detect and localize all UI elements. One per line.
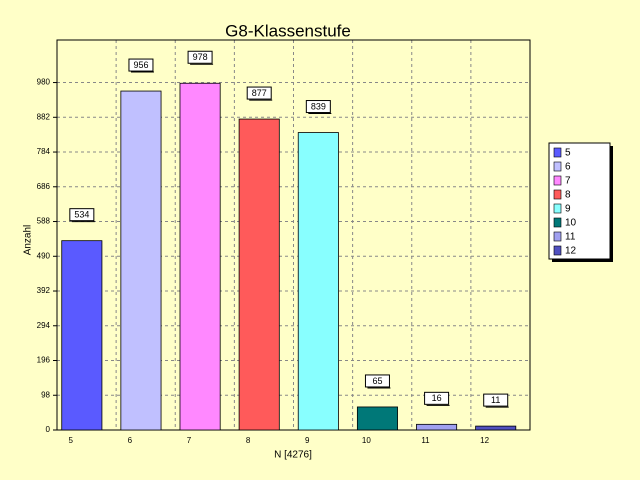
data-label: 877 — [252, 88, 267, 98]
y-tick-label: 392 — [37, 286, 51, 295]
x-tick-label: 7 — [187, 436, 192, 445]
y-tick-label: 980 — [37, 78, 51, 87]
legend-swatch — [553, 245, 562, 256]
data-label-box — [483, 393, 509, 407]
y-tick-label: 294 — [37, 321, 51, 330]
legend-swatch — [553, 203, 562, 214]
bar — [297, 132, 339, 431]
bar — [416, 423, 458, 431]
x-tick-label: 8 — [246, 436, 251, 445]
data-label-box — [69, 208, 95, 222]
bar — [356, 406, 398, 431]
x-tick-label: 5 — [69, 436, 74, 445]
y-tick-label: 588 — [37, 217, 51, 226]
bar — [179, 82, 221, 431]
chart-title: G8-Klassenstufe — [225, 21, 351, 40]
legend-label: 6 — [565, 162, 571, 173]
legend-label: 11 — [565, 232, 576, 243]
y-tick-label: 98 — [41, 390, 50, 399]
legend-label: 12 — [565, 246, 577, 257]
data-label: 11 — [491, 395, 500, 405]
legend-label: 8 — [565, 190, 571, 201]
data-label: 16 — [432, 393, 442, 403]
legend-swatch — [553, 217, 562, 228]
legend-swatch — [553, 175, 562, 186]
legend-label: 7 — [565, 176, 571, 187]
data-label-box — [246, 86, 272, 100]
data-label: 956 — [133, 60, 148, 70]
legend-label: 9 — [565, 204, 571, 215]
legend-label: 10 — [565, 218, 577, 229]
y-tick-label: 196 — [37, 356, 51, 365]
y-tick-label: 882 — [37, 112, 51, 121]
plot-frame — [56, 39, 531, 431]
x-tick-label: 6 — [128, 436, 133, 445]
legend-swatch — [553, 189, 562, 200]
data-label: 65 — [372, 376, 382, 386]
data-label: 534 — [74, 210, 89, 220]
y-axis-label: Anzahl — [23, 225, 34, 256]
legend — [548, 142, 611, 260]
bar — [120, 90, 162, 431]
y-tick-label: 490 — [37, 251, 51, 260]
y-tick-label: 0 — [46, 425, 51, 434]
y-tick-label: 686 — [37, 182, 51, 191]
x-tick-label: 12 — [480, 436, 489, 445]
bar — [61, 240, 103, 431]
y-tick-label: 784 — [37, 147, 51, 156]
x-tick-label: 11 — [421, 436, 430, 445]
x-tick-label: 10 — [362, 436, 371, 445]
bar — [475, 425, 517, 431]
data-label: 978 — [193, 52, 208, 62]
data-label: 839 — [311, 101, 326, 111]
x-axis-label: N [4276] — [274, 450, 312, 461]
legend-label: 5 — [565, 148, 571, 159]
data-label-box — [364, 374, 390, 388]
legend-swatch — [553, 147, 562, 158]
data-label-box — [424, 391, 450, 405]
data-label-box — [128, 58, 154, 72]
x-tick-label: 9 — [305, 436, 310, 445]
data-label-box — [305, 100, 331, 114]
legend-swatch — [553, 231, 562, 242]
legend-swatch — [553, 161, 562, 172]
data-label-box — [187, 50, 213, 64]
bar — [238, 118, 280, 431]
